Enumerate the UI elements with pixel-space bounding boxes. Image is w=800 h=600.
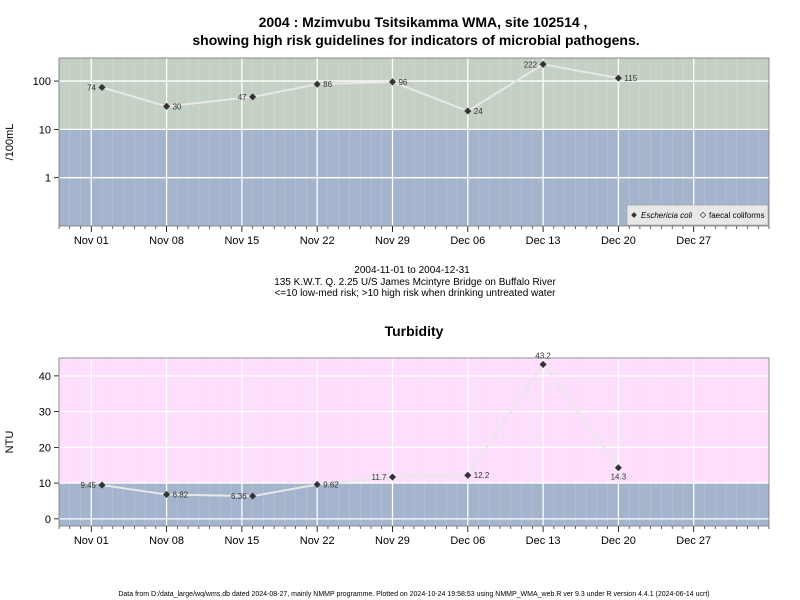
plot-frame	[58, 57, 770, 227]
data-label: 30	[173, 102, 182, 111]
data-point	[249, 492, 257, 500]
site-description: 135 K.W.T. Q. 2.25 U/S James Mcintyre Br…	[274, 277, 556, 288]
turbidity-panel: Nov 01 Nov 08 Nov 15 Nov 22 Nov 29 Dec 06 Dec …	[4, 351, 770, 547]
data-label: 6.82	[173, 490, 189, 499]
microbial-panel: Nov 01 Nov 08 Nov 15 Nov 22 Nov 29 Dec 06 Dec …	[4, 57, 770, 247]
data-label: 86	[323, 80, 332, 89]
data-point	[313, 480, 321, 489]
x-tick-label: Nov 01	[74, 535, 109, 547]
data-label: 115	[624, 74, 637, 83]
legend-marker-ecoli	[631, 212, 637, 218]
series-line	[101, 362, 620, 498]
data-point	[98, 481, 106, 489]
x-tick-label: Dec 13	[526, 535, 561, 547]
data-label: 24	[474, 107, 483, 116]
data-point	[388, 78, 397, 86]
data-label: 222	[524, 60, 538, 69]
y-tick-label: 20	[39, 442, 51, 454]
plot-frame	[58, 357, 770, 527]
data-point	[388, 473, 397, 481]
data-label: 43.2	[535, 351, 551, 360]
x-tick-label: Dec 27	[676, 235, 711, 247]
data-point	[614, 74, 622, 82]
data-point	[163, 490, 171, 499]
chart-title-line1: 2004 : Mzimvubu Tsitsikamma WMA, site 10…	[259, 14, 588, 30]
x-tick-label: Nov 08	[149, 235, 184, 247]
turbidity-title: Turbidity	[385, 323, 444, 339]
legend-label-faecal: faecal coliforms	[709, 211, 765, 220]
legend: Eschericia coli faecal coliforms	[626, 204, 769, 226]
data-point	[464, 107, 472, 115]
legend-marker-faecal	[699, 211, 707, 219]
y-tick-label: 10	[39, 124, 51, 136]
data-point	[464, 471, 472, 479]
x-tick-label: Dec 20	[601, 535, 636, 547]
x-tick-label: Dec 27	[676, 535, 711, 547]
data-point	[539, 60, 547, 68]
y-tick-label: 40	[39, 371, 51, 383]
chart-title-line2: showing high risk guidelines for indicat…	[192, 32, 639, 48]
series-line	[101, 63, 619, 113]
risk-guideline-note: <=10 low-med risk; >10 high risk when dr…	[275, 288, 557, 299]
data-label: 11.7	[372, 473, 388, 482]
data-label: 6.36	[231, 492, 247, 501]
x-tick-label: Nov 22	[300, 235, 335, 247]
high-risk-band	[59, 58, 769, 130]
data-label: 12.2	[474, 471, 490, 480]
data-point	[98, 83, 106, 91]
footer-note: Data from D:/data_large/wq/wms.db dated …	[118, 591, 709, 598]
y-tick-label: 1	[45, 173, 51, 185]
y-tick-label: 10	[39, 478, 51, 490]
x-tick-label: Dec 13	[526, 235, 561, 247]
data-label: 9.62	[323, 480, 339, 489]
y-tick-label: 30	[39, 407, 51, 419]
x-tick-label: Dec 06	[450, 235, 485, 247]
data-label: 47	[238, 93, 247, 102]
x-tick-label: Nov 15	[224, 235, 259, 247]
legend-label-ecoli: Eschericia coli	[641, 211, 692, 220]
x-tick-label: Nov 08	[149, 535, 184, 547]
x-tick-label: Dec 20	[601, 235, 636, 247]
data-point	[614, 464, 622, 472]
x-tick-label: Nov 29	[375, 235, 410, 247]
data-label: 9.45	[80, 481, 96, 490]
high-risk-band	[59, 358, 769, 484]
y-axis-label: NTU	[4, 431, 16, 454]
x-tick-label: Nov 01	[74, 235, 109, 247]
legend-box	[626, 204, 769, 226]
y-tick-label: 100	[33, 76, 51, 88]
x-tick-label: Dec 06	[450, 535, 485, 547]
date-range: 2004-11-01 to 2004-12-31	[354, 265, 470, 276]
y-tick-label: 0	[45, 514, 51, 526]
x-tick-label: Nov 22	[300, 535, 335, 547]
data-point	[249, 93, 257, 101]
x-tick-label: Nov 15	[224, 535, 259, 547]
y-axis-label: /100mL	[4, 124, 16, 161]
x-tick-label: Nov 29	[375, 535, 410, 547]
data-label: 14.3	[611, 473, 627, 482]
data-label: 74	[87, 83, 96, 92]
data-point	[313, 80, 321, 88]
data-label: 96	[398, 78, 407, 87]
data-point	[539, 360, 547, 368]
data-point	[163, 102, 171, 110]
